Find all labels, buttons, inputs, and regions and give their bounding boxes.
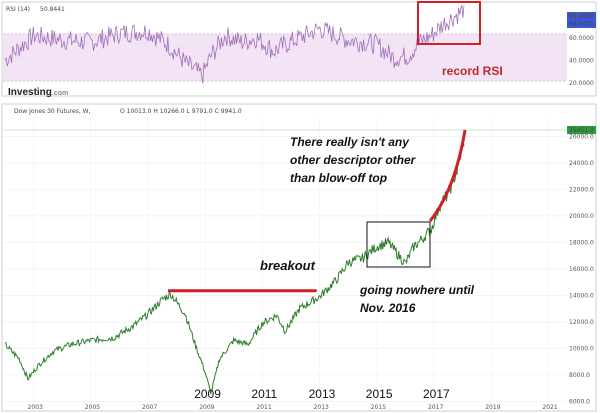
price-y-tick-label: 12000.0	[569, 319, 594, 326]
last-value-tag: 25451.0	[569, 127, 594, 134]
year-label: 2013	[309, 387, 336, 401]
rsi-tag-2-bg	[567, 20, 596, 28]
price-y-tick-label: 20000.0	[569, 213, 594, 220]
consolidation-box	[366, 221, 431, 268]
rsi-y-tick-label: 40.0000	[569, 57, 594, 64]
blowoff-line-1: There really isn't any	[290, 135, 410, 149]
last-value-tag-bg	[567, 126, 596, 134]
price-ohlc: O 10013.0 H 10266.0 L 9791.0 C 9941.0	[120, 108, 242, 115]
price-series-line	[4, 140, 465, 395]
breakout-label: breakout	[260, 258, 316, 273]
price-y-tick-label: 8000.0	[569, 372, 590, 379]
price-x-tick-label: 2009	[199, 404, 214, 411]
rsi-tag-2: 69.9479	[569, 21, 594, 28]
rsi-y-axis: 80.0000 60.0000 40.0000 20.0000	[569, 12, 594, 87]
year-label: 2009	[194, 387, 221, 401]
year-labels: 2009 2011 2013 2015 2017	[194, 387, 450, 401]
nowhere-line-1: going nowhere until	[359, 283, 475, 297]
blowoff-line-3: than blow-off top	[290, 171, 387, 185]
price-x-axis: 2003 2005 2007 2009 2011 2013 2015 2017 2019 2021	[28, 404, 558, 411]
rsi-tag-1: 69.9680	[569, 13, 594, 20]
rsi-y-tick-label: 80.0000	[569, 12, 594, 19]
price-y-tick-label: 18000.0	[569, 239, 594, 246]
price-x-tick-label: 2013	[314, 404, 329, 411]
rsi-title: RSI (14)	[6, 6, 30, 13]
rsi-tag-1-bg	[567, 12, 596, 20]
price-y-axis: 6000.0 8000.0 10000.0 12000.0 14000.0 16000.0…	[569, 134, 594, 406]
price-x-tick-label: 2015	[371, 404, 386, 411]
rsi-y-tick-label: 60.0000	[569, 35, 594, 42]
blowoff-line-2: other descriptor other	[290, 153, 417, 167]
price-x-tick-label: 2019	[485, 404, 500, 411]
record-rsi-label: record RSI	[442, 64, 503, 78]
price-x-tick-label: 2021	[542, 404, 557, 411]
rsi-y-tick-label: 20.0000	[569, 80, 594, 87]
price-x-tick-label: 2011	[256, 404, 271, 411]
price-grid	[3, 118, 567, 404]
year-label: 2015	[366, 387, 393, 401]
price-panel	[1, 103, 597, 412]
price-x-tick-label: 2005	[85, 404, 100, 411]
year-label: 2011	[251, 387, 277, 401]
investing-logo: Investing.com	[8, 87, 68, 98]
price-y-tick-label: 24000.0	[569, 160, 594, 167]
record-rsi-box	[417, 1, 481, 45]
price-y-tick-label: 16000.0	[569, 266, 594, 273]
price-x-tick-label: 2017	[428, 404, 443, 411]
year-label: 2017	[423, 387, 450, 401]
price-title: Dow Jones 30 Futures, W,	[14, 108, 91, 115]
price-x-tick-label: 2003	[28, 404, 43, 411]
price-y-tick-label: 6000.0	[569, 398, 590, 405]
price-y-tick-label: 26000.0	[569, 134, 594, 141]
price-y-tick-label: 22000.0	[569, 187, 594, 194]
price-y-tick-label: 14000.0	[569, 292, 594, 299]
rsi-indicator-value: 50.8441	[40, 6, 65, 13]
rsi-series-line	[4, 5, 465, 84]
price-y-tick-label: 10000.0	[569, 345, 594, 352]
nowhere-line-2: Nov. 2016	[360, 301, 416, 315]
blowoff-curve	[428, 129, 467, 222]
price-x-tick-label: 2007	[142, 404, 157, 411]
